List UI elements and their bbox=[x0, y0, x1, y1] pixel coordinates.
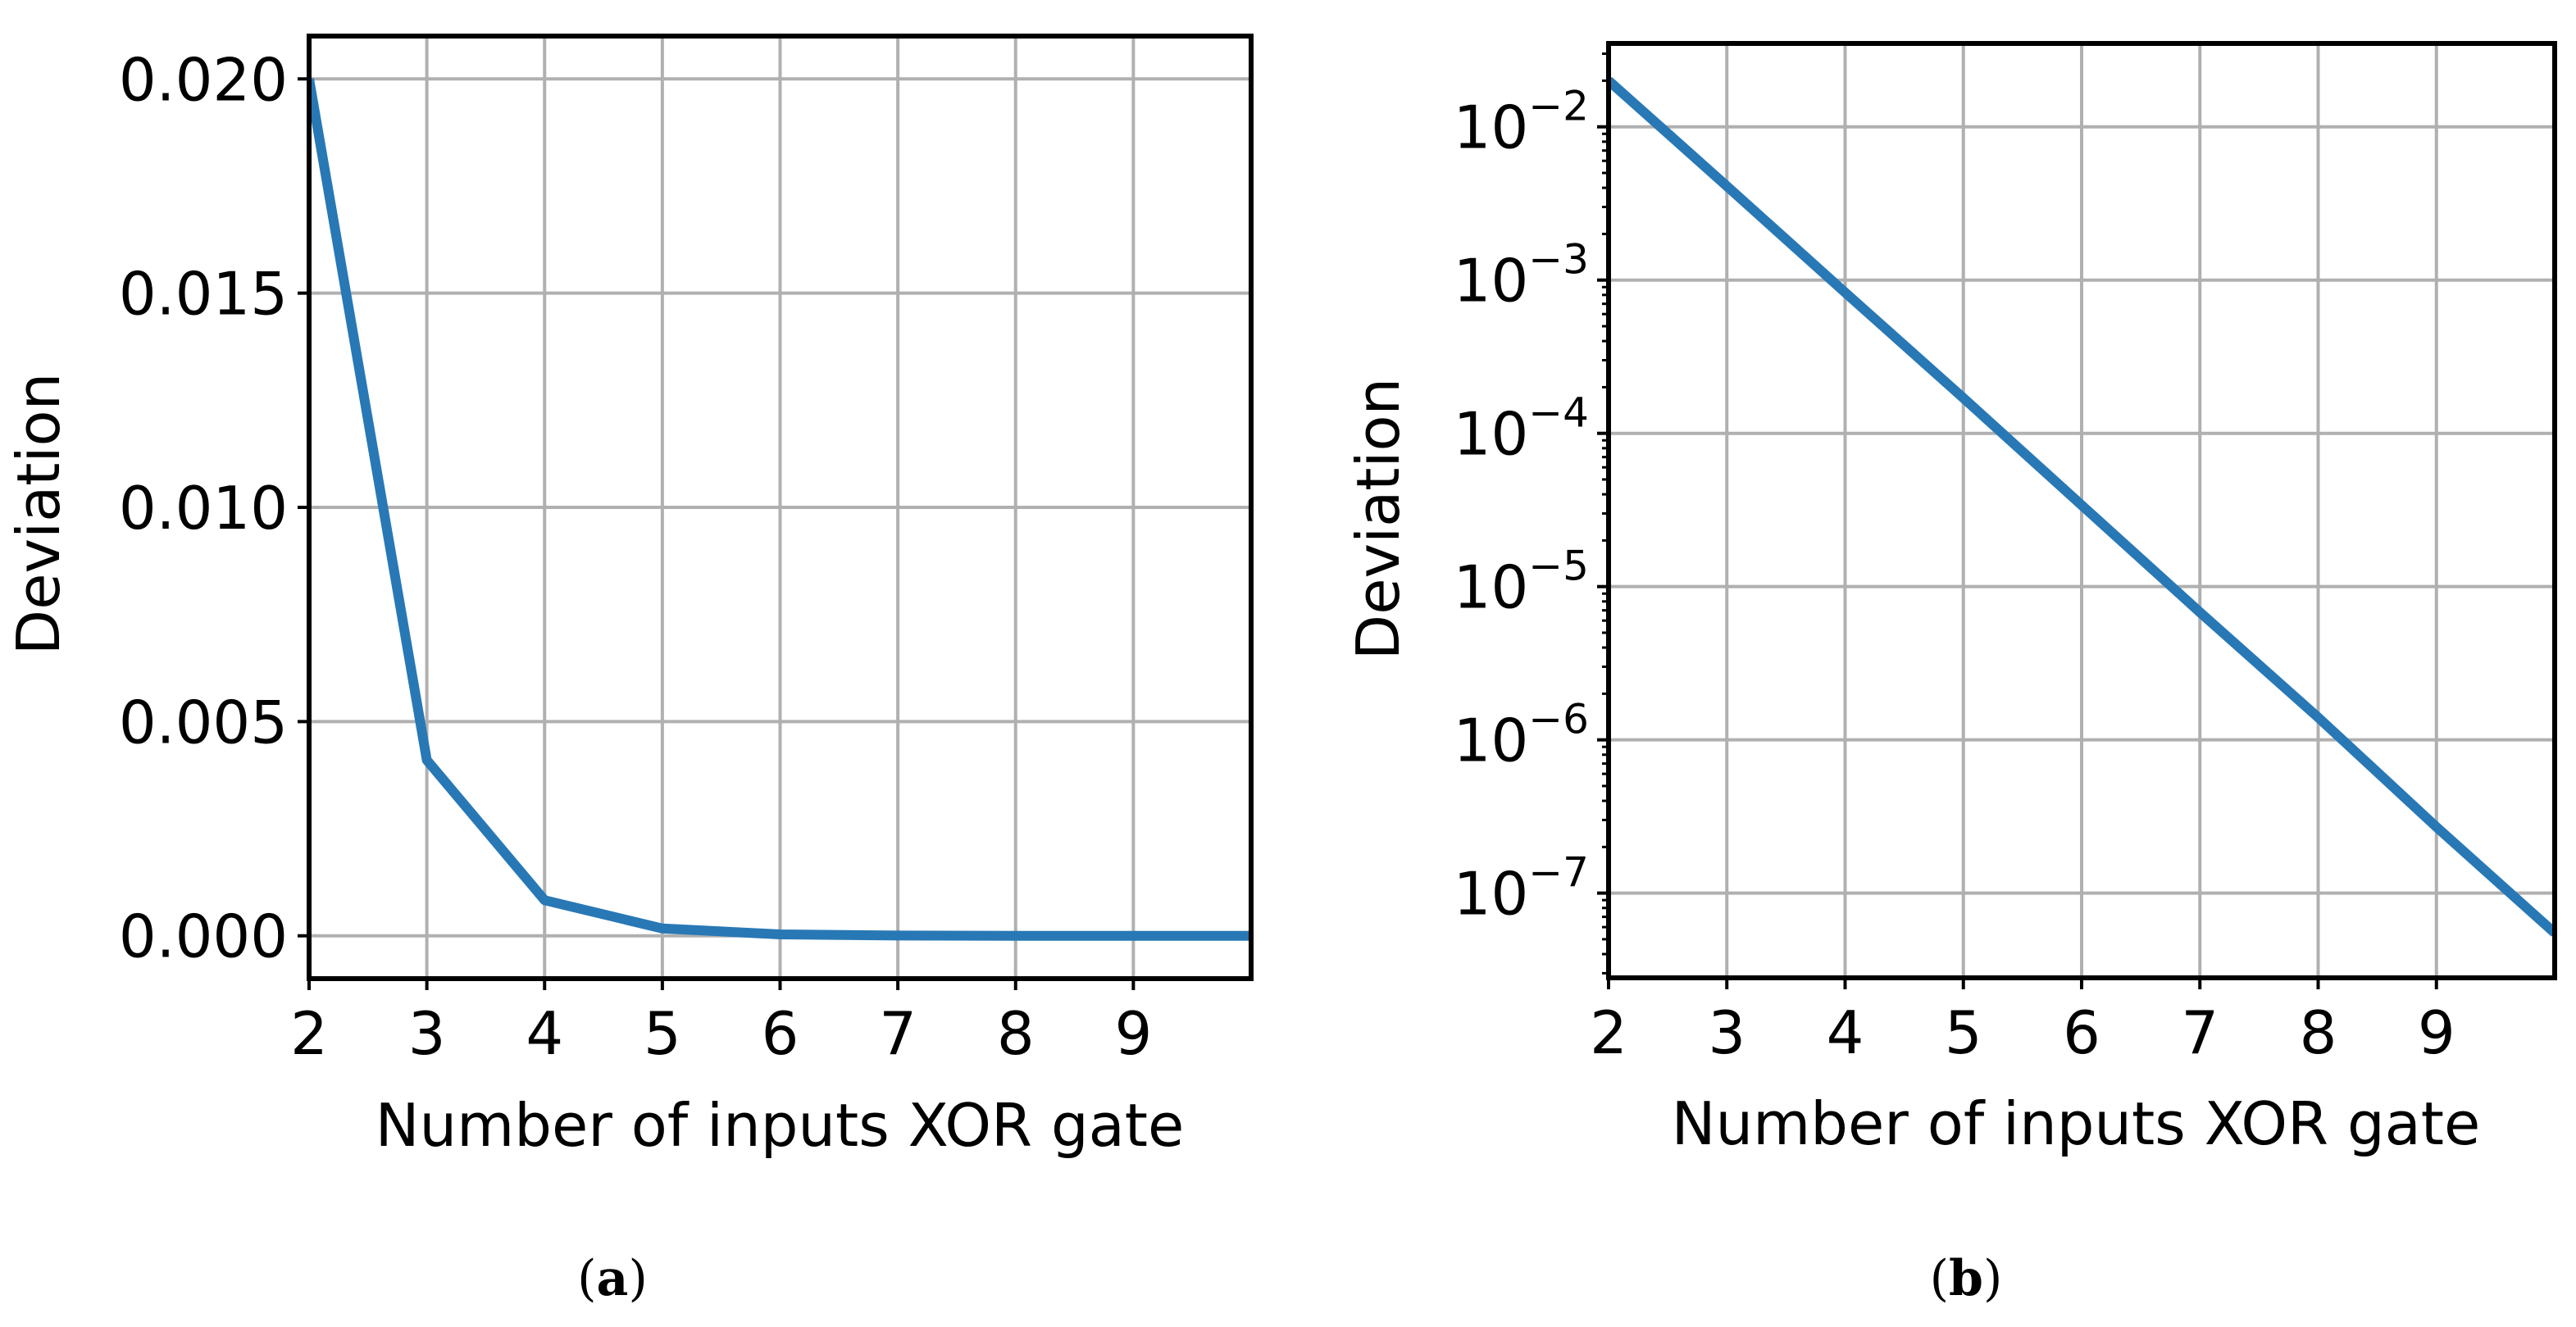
series-line bbox=[309, 78, 1251, 941]
y-tick-labels: 0.000 0.005 0.010 0.015 0.020 bbox=[119, 45, 288, 970]
x-tick-label: 8 bbox=[2300, 998, 2337, 1067]
caption-letter: b bbox=[1949, 1250, 1983, 1307]
y-tick-base: 10 bbox=[1454, 553, 1529, 622]
y-tick-base: 10 bbox=[1454, 860, 1529, 929]
y-tick-label: 0.005 bbox=[119, 688, 288, 757]
y-tick-exponent: −4 bbox=[1528, 389, 1589, 437]
y-tick-labels: 10−210−310−410−510−610−7 bbox=[1454, 83, 1589, 929]
y-tick-label: 0.015 bbox=[119, 260, 288, 329]
chart-panel-a: 0.000 0.005 0.010 0.015 0.020 2 3 4 5 6 7 8 9 Numbe… bbox=[4, 34, 1254, 1307]
y-tick-exponent: −7 bbox=[1528, 849, 1589, 897]
x-tick-label: 4 bbox=[1827, 998, 1864, 1067]
y-tick-label: 10−4 bbox=[1454, 389, 1589, 469]
ticks bbox=[298, 77, 1136, 990]
panel-caption-a: (a) bbox=[577, 1250, 648, 1307]
y-tick-label: 0.000 bbox=[119, 902, 288, 971]
x-tick-label: 2 bbox=[290, 999, 328, 1068]
y-tick-label: 10−5 bbox=[1454, 543, 1589, 622]
plot-area bbox=[1609, 76, 2555, 937]
y-tick-exponent: −5 bbox=[1528, 543, 1589, 590]
x-tick-label: 3 bbox=[408, 999, 446, 1068]
x-tick-label: 9 bbox=[1114, 999, 1152, 1068]
y-tick-label: 0.020 bbox=[119, 45, 288, 114]
x-tick-labels: 2 3 4 5 6 7 8 9 bbox=[290, 999, 1152, 1068]
y-tick-base: 10 bbox=[1454, 400, 1529, 469]
y-axis-label: Deviation bbox=[1344, 378, 1413, 660]
x-tick-labels: 2 3 4 5 6 7 8 9 bbox=[1590, 998, 2455, 1067]
caption-letter: a bbox=[597, 1250, 629, 1307]
y-tick-label: 10−3 bbox=[1454, 236, 1589, 316]
y-tick-exponent: −3 bbox=[1528, 236, 1589, 284]
panel-caption-b: (b) bbox=[1930, 1250, 2003, 1307]
x-tick-label: 6 bbox=[2063, 998, 2100, 1067]
y-tick-base: 10 bbox=[1454, 707, 1529, 775]
y-tick-label: 10−2 bbox=[1454, 83, 1589, 162]
x-axis-label: Number of inputs XOR gate bbox=[1672, 1089, 2481, 1158]
plot-area bbox=[309, 78, 1251, 941]
y-tick-label: 10−6 bbox=[1454, 696, 1589, 775]
x-tick-label: 7 bbox=[879, 999, 917, 1068]
x-tick-label: 2 bbox=[1590, 998, 1627, 1067]
x-axis-label: Number of inputs XOR gate bbox=[375, 1091, 1185, 1160]
y-tick-base: 10 bbox=[1454, 247, 1529, 316]
x-tick-label: 9 bbox=[2418, 998, 2455, 1067]
grid bbox=[307, 36, 1251, 979]
x-tick-label: 3 bbox=[1708, 998, 1745, 1067]
ticks bbox=[1597, 52, 2438, 989]
x-tick-label: 5 bbox=[1945, 998, 1982, 1067]
x-tick-label: 6 bbox=[762, 999, 799, 1068]
y-axis-label: Deviation bbox=[4, 373, 73, 655]
y-tick-label: 10−7 bbox=[1454, 849, 1589, 929]
y-tick-label: 0.010 bbox=[119, 474, 288, 543]
y-tick-exponent: −2 bbox=[1528, 83, 1589, 130]
y-tick-exponent: −6 bbox=[1528, 696, 1589, 743]
x-tick-label: 8 bbox=[997, 999, 1035, 1068]
series-line bbox=[1609, 76, 2555, 937]
x-tick-label: 4 bbox=[526, 999, 563, 1068]
y-tick-base: 10 bbox=[1454, 93, 1529, 162]
x-tick-label: 5 bbox=[644, 999, 681, 1068]
x-tick-label: 7 bbox=[2181, 998, 2219, 1067]
